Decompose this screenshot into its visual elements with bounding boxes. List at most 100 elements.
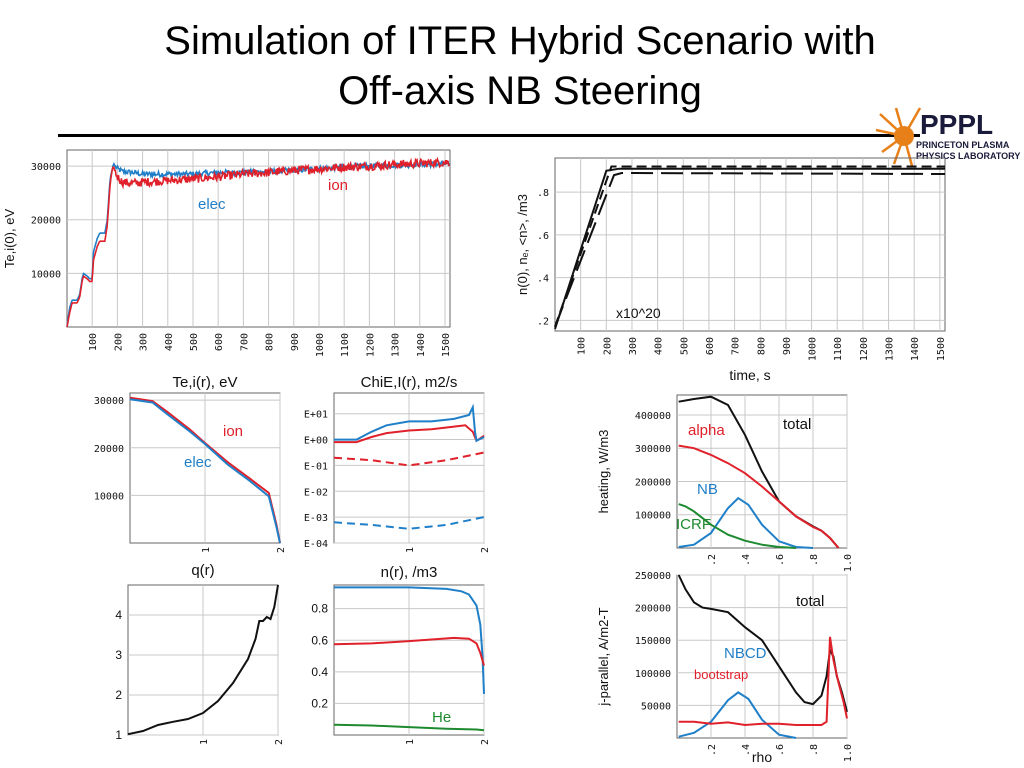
x-tick-label: .8 [809,554,820,566]
series-line-elec [66,159,451,328]
x-tick-label: .4 [741,554,752,566]
logo-wordmark: PPPL [920,109,993,140]
x-tick-label: 100 [577,337,588,355]
x-tick-label: 900 [290,333,301,351]
y-axis-label: j-parallel, A/m2-T [596,607,611,706]
y-tick-label: 250000 [635,571,671,582]
annotation-x1020: x10^20 [616,305,661,321]
y-tick-label: 0.6 [311,633,328,647]
series-line-1 [554,167,945,330]
x-tick-label: 1500 [936,337,947,361]
chart-density_time: 100 200 300 400 500 600 700 800 900 1000 1100 1200 1… [515,157,947,383]
annotation-ion: ion [328,177,348,194]
x-tick-label: 1 [405,547,416,553]
x-tick-label: 1.0 [843,554,854,572]
title-divider [58,134,920,137]
y-tick-label: 30000 [31,162,61,173]
annotation-total: total [783,416,811,433]
chart-jparallel_profile: .2 .4 .6 .8 1.0 50000 100000 150000 200000 250000… [596,571,854,765]
annotation-total: total [796,593,824,610]
y-tick-label: .8 [537,188,549,199]
y-tick-label: E+01 [304,410,328,421]
y-axis-label: Te,i(0), eV [2,209,17,269]
x-tick-label: 2 [480,547,491,553]
annotation-nbcd: NBCD [724,645,767,662]
plot-frame [554,157,946,332]
chart-te_time: 100 200 300 400 500 600 700 800 900 1000 1100 1200 1… [2,149,452,357]
series-line-nb [678,496,814,549]
x-tick-label: 2 [480,739,491,745]
x-tick-label: 1000 [315,333,326,357]
y-tick-label: 100000 [635,511,671,522]
y-tick-label: 150000 [635,636,671,647]
x-axis-label: rho [752,749,772,765]
x-tick-label: 1300 [391,333,402,357]
series-line-ion [66,156,451,328]
annotation-bootstrap: bootstrap [694,667,748,682]
x-tick-label: 400 [654,337,665,355]
series-line-0 [554,165,945,328]
y-tick-label: 20000 [94,444,124,455]
y-tick-label: 0.4 [311,665,328,679]
annotation-he: He [432,709,451,726]
x-tick-label: .4 [741,744,752,756]
chart-title: n(r), /m3 [381,564,438,581]
sun-burst-icon [875,107,922,167]
x-tick-label: 1200 [859,337,870,361]
annotation-elec: elec [184,454,212,471]
series-line-1 [334,403,485,443]
x-tick-label: 1400 [416,333,427,357]
y-tick-label: 300000 [635,444,671,455]
x-tick-label: 100 [88,333,99,351]
chart-title: ChiE,I(r), m2/s [361,374,458,391]
y-tick-label: 200000 [635,477,671,488]
plot-frame [66,149,451,328]
y-tick-label: .4 [537,274,549,285]
y-tick-label: 200000 [635,604,671,615]
annotation-elec: elec [198,196,226,213]
chart-title: q(r) [191,562,214,579]
y-tick-label: 1 [115,728,122,742]
y-tick-label: .2 [537,316,549,327]
slide-title: Simulation of ITER Hybrid Scenario with … [60,16,980,116]
x-tick-label: 500 [189,333,200,351]
series-line-elec [129,398,281,544]
x-tick-label: 700 [731,337,742,355]
x-tick-label: 1200 [365,333,376,357]
chart-heating_profile: .2 .4 .6 .8 1.0 100000 200000 300000 400000 heati… [596,394,854,572]
y-tick-label: 20000 [31,216,61,227]
x-tick-label: 1 [199,739,210,745]
y-tick-label: E-02 [304,487,328,498]
series-line-icrf [678,503,797,549]
y-tick-label: 10000 [31,269,61,280]
x-tick-label: 1 [405,739,416,745]
x-tick-label: 500 [679,337,690,355]
x-tick-label: .6 [775,554,786,566]
chart-n_profile: 1 2 0.2 0.4 0.6 0.8 n(r), /m3 He [311,564,491,745]
x-tick-label: 600 [705,337,716,355]
x-tick-label: 1000 [808,337,819,361]
series-line-nbcd [678,691,797,739]
x-tick-label: 300 [139,333,150,351]
x-tick-label: 1500 [441,333,452,357]
x-tick-label: 900 [782,337,793,355]
x-tick-label: 200 [113,333,124,351]
x-tick-label: 1100 [833,337,844,361]
x-tick-label: 600 [214,333,225,351]
series-line-0 [334,586,485,694]
slide-title-line1: Simulation of ITER Hybrid Scenario with [164,19,876,63]
y-tick-label: 4 [115,608,122,622]
y-tick-label: 100000 [635,669,671,680]
y-tick-label: 0.8 [311,602,328,616]
x-axis-label: time, s [729,367,770,383]
annotation-nb: NB [697,481,718,498]
y-tick-label: 3 [115,648,122,662]
y-tick-label: .6 [537,231,549,242]
x-tick-label: 1 [201,547,212,553]
series-line-1 [333,636,485,666]
x-tick-label: 800 [756,337,767,355]
annotation-ion: ion [223,423,243,440]
x-tick-label: .2 [707,554,718,566]
y-tick-label: E-04 [304,539,328,550]
y-tick-label: E-01 [304,461,328,472]
